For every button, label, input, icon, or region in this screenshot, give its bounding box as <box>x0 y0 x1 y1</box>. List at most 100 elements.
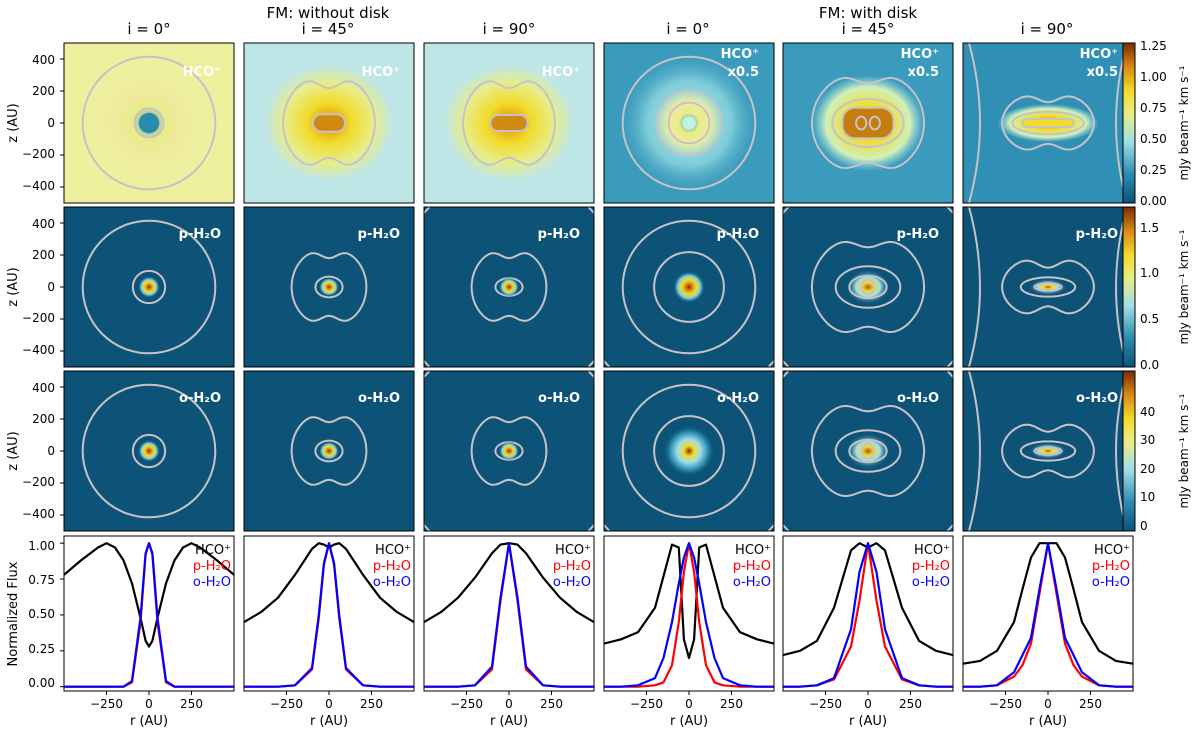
legend-entry: p-H₂O <box>912 559 950 574</box>
profile-x-tick: 0 <box>1044 697 1052 711</box>
species-label: o-H₂O <box>1076 391 1118 406</box>
panel-frame <box>603 42 775 204</box>
map-y-tick: 400 <box>32 381 55 395</box>
species-label: p-H₂O <box>538 227 580 242</box>
emission-peak <box>845 269 891 305</box>
legend-entry: p-H₂O <box>373 559 411 574</box>
species-label: HCO⁺ <box>362 65 400 80</box>
species-label: x0.5 <box>728 65 759 80</box>
profile-y-label: Normalized Flux <box>6 561 21 666</box>
contour <box>133 107 165 139</box>
colorbar-tick: 10 <box>1140 490 1155 504</box>
contour <box>604 523 611 531</box>
map-panel-r3-c2 <box>243 370 415 532</box>
emission-peak <box>137 275 161 299</box>
profile-x-tick: −250 <box>450 697 483 711</box>
column-title: i = 0° <box>666 20 709 38</box>
contour <box>81 383 217 519</box>
contour <box>1001 423 1095 479</box>
profile-y-tick: 0.25 <box>28 642 55 656</box>
central-dip <box>138 112 160 134</box>
map-y-tick: 200 <box>32 248 55 262</box>
colorbar-label: mJy beam⁻¹ km s⁻¹ <box>1177 65 1191 180</box>
profile-y-tick: 1.00 <box>28 539 55 553</box>
colorbar-tick: 40 <box>1140 405 1155 419</box>
panel-frame <box>782 206 954 368</box>
map-panel-r3-c1 <box>60 370 235 532</box>
legend-entry: o-H₂O <box>373 575 411 590</box>
contour <box>653 251 725 323</box>
panel-frame <box>243 206 415 368</box>
contour <box>783 371 790 379</box>
emission-peak <box>663 425 715 477</box>
profile-x-label: r (AU) <box>670 714 708 729</box>
legend-entry: o-H₂O <box>733 575 771 590</box>
profile-x-tick: −250 <box>809 697 842 711</box>
map-panel-r1-c4 <box>603 42 775 204</box>
contour <box>861 442 875 460</box>
panel-frame <box>243 42 415 204</box>
species-label: HCO⁺ <box>721 47 759 62</box>
group-title-without-disk: FM: without disk <box>267 4 390 22</box>
species-label: x0.5 <box>908 65 939 80</box>
profile-line-o-h2o <box>783 542 953 688</box>
contour <box>81 55 217 191</box>
contour <box>604 359 611 367</box>
legend-entry: o-H₂O <box>553 575 591 590</box>
map-y-tick: 400 <box>32 217 55 231</box>
colorbar-tick: 1.25 <box>1140 39 1167 53</box>
profile-line-o-h2o <box>64 542 234 688</box>
colorbar-tick: 1.5 <box>1140 221 1159 235</box>
contour <box>861 278 875 296</box>
panel-frame <box>423 206 595 368</box>
species-label: HCO⁺ <box>542 65 580 80</box>
map-panel-r2-c2 <box>243 206 415 368</box>
colorbar-tick: 0.00 <box>1140 194 1167 208</box>
species-label: o-H₂O <box>717 391 759 406</box>
contour <box>470 416 548 486</box>
legend-entry: p-H₂O <box>1092 559 1130 574</box>
species-label: p-H₂O <box>1076 227 1118 242</box>
map-y-tick: −400 <box>22 179 55 193</box>
profile-x-label: r (AU) <box>1029 714 1067 729</box>
contour <box>587 207 594 215</box>
contour <box>834 429 902 473</box>
panel-frame <box>423 42 595 204</box>
contour <box>462 80 556 166</box>
map-panel-r3-c6 <box>962 370 1134 532</box>
contour <box>967 207 981 367</box>
panel-frame <box>603 370 775 532</box>
contour <box>967 43 981 203</box>
map-panel-r3-c4 <box>603 370 775 532</box>
species-label: HCO⁺ <box>183 65 221 80</box>
map-panel-r1-c1 <box>60 42 235 204</box>
emission-peak <box>498 277 520 297</box>
profile-x-tick: 0 <box>864 697 872 711</box>
contour <box>131 269 167 305</box>
species-label: HCO⁺ <box>901 47 939 62</box>
contour <box>967 371 981 531</box>
emission-peak <box>498 441 520 461</box>
colorbar-tick: 1.0 <box>1140 266 1159 280</box>
contour <box>621 55 757 191</box>
contour <box>424 207 431 215</box>
map-y-tick: 200 <box>32 412 55 426</box>
species-label: p-H₂O <box>717 227 759 242</box>
species-label: p-H₂O <box>358 227 400 242</box>
emission-peak <box>1029 443 1067 459</box>
species-label: p-H₂O <box>179 227 221 242</box>
legend-entry: HCO⁺ <box>735 543 771 558</box>
contour <box>424 371 431 379</box>
panel-frame <box>243 370 415 532</box>
column-title: i = 90° <box>483 20 536 38</box>
panel-frame <box>782 42 954 204</box>
contour <box>470 252 548 322</box>
species-label: HCO⁺ <box>1080 47 1118 62</box>
group-title-with-disk: FM: with disk <box>819 4 917 22</box>
colorbar-label: mJy beam⁻¹ km s⁻¹ <box>1177 393 1191 508</box>
